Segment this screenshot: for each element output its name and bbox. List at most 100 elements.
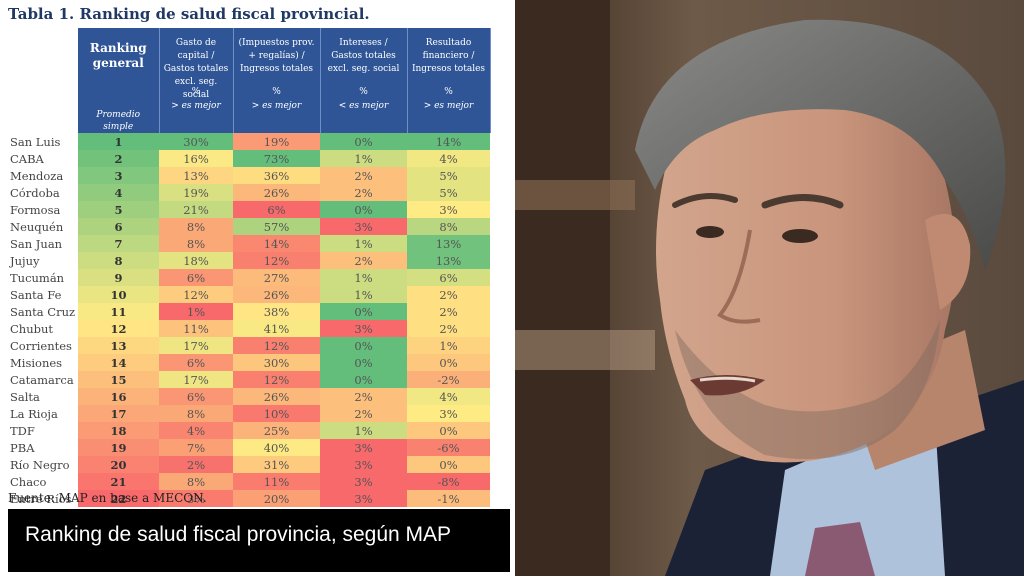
ranking-cell: 8 — [78, 252, 159, 269]
value-cell: 2% — [320, 405, 407, 422]
province-name: Mendoza — [8, 167, 78, 184]
value-cell: 12% — [233, 337, 320, 354]
value-cell: 26% — [233, 184, 320, 201]
value-cell: 3% — [320, 218, 407, 235]
value-cell: 1% — [407, 337, 490, 354]
table-row: San Luis 1 30% 19% 0% 14% — [8, 133, 490, 150]
value-cell: 19% — [233, 133, 320, 150]
caption-banner: Ranking de salud fiscal provincia, según… — [8, 509, 510, 572]
value-cell: 1% — [320, 235, 407, 252]
table-row: Corrientes 13 17% 12% 0% 1% — [8, 337, 490, 354]
value-cell: 20% — [233, 490, 320, 507]
value-cell: 6% — [407, 269, 490, 286]
portrait-photo — [515, 0, 1024, 576]
value-cell: 8% — [159, 405, 233, 422]
table-row: Salta 16 6% 26% 2% 4% — [8, 388, 490, 405]
value-cell: 12% — [233, 371, 320, 388]
value-cell: 11% — [159, 320, 233, 337]
value-cell: 1% — [320, 150, 407, 167]
value-cell: 2% — [320, 252, 407, 269]
table-row: Mendoza 3 13% 36% 2% 5% — [8, 167, 490, 184]
ranking-cell: 6 — [78, 218, 159, 235]
value-cell: 21% — [159, 201, 233, 218]
value-cell: 19% — [159, 184, 233, 201]
table-title: Tabla 1. Ranking de salud fiscal provinc… — [8, 5, 370, 23]
value-cell: 2% — [320, 388, 407, 405]
table-row: Santa Cruz 11 1% 38% 0% 2% — [8, 303, 490, 320]
value-cell: 27% — [233, 269, 320, 286]
value-cell: 26% — [233, 286, 320, 303]
value-cell: 7% — [159, 439, 233, 456]
value-cell: 3% — [407, 201, 490, 218]
value-cell: 12% — [159, 286, 233, 303]
value-cell: 1% — [320, 286, 407, 303]
value-cell: -6% — [407, 439, 490, 456]
province-name: Catamarca — [8, 371, 78, 388]
value-cell: 0% — [407, 422, 490, 439]
value-cell: -1% — [407, 490, 490, 507]
value-cell: 6% — [159, 388, 233, 405]
province-name: PBA — [8, 439, 78, 456]
value-cell: 8% — [407, 218, 490, 235]
header-resultado-financiero: Resultado financiero / Ingresos totales … — [407, 28, 491, 133]
table-row: PBA 19 7% 40% 3% -6% — [8, 439, 490, 456]
value-cell: 10% — [233, 405, 320, 422]
value-cell: 0% — [407, 456, 490, 473]
value-cell: 6% — [159, 269, 233, 286]
header-impuestos-regalias: (Impuestos prov. + regalías) / Ingresos … — [233, 28, 321, 133]
value-cell: 4% — [407, 388, 490, 405]
value-cell: 13% — [159, 167, 233, 184]
table-row: San Juan 7 8% 14% 1% 13% — [8, 235, 490, 252]
ranking-cell: 20 — [78, 456, 159, 473]
value-cell: 2% — [407, 303, 490, 320]
table-body: San Luis 1 30% 19% 0% 14% CABA 2 16% 73% 1% 4% Mendo… — [8, 133, 490, 507]
value-cell: -8% — [407, 473, 490, 490]
value-cell: 40% — [233, 439, 320, 456]
value-cell: 17% — [159, 337, 233, 354]
province-name: Salta — [8, 388, 78, 405]
value-cell: 3% — [320, 439, 407, 456]
province-name: Jujuy — [8, 252, 78, 269]
ranking-cell: 22 — [78, 490, 159, 507]
value-cell: 8% — [159, 218, 233, 235]
value-cell: -2% — [407, 371, 490, 388]
value-cell: 57% — [233, 218, 320, 235]
province-name: Santa Fe — [8, 286, 78, 303]
caption-text: Ranking de salud fiscal provincia, según… — [25, 523, 452, 546]
ranking-cell: 1 — [78, 133, 159, 150]
ranking-cell: 16 — [78, 388, 159, 405]
value-cell: 0% — [320, 133, 407, 150]
value-cell: 2% — [320, 167, 407, 184]
ranking-cell: 21 — [78, 473, 159, 490]
value-cell: 0% — [320, 201, 407, 218]
table-row: Córdoba 4 19% 26% 2% 5% — [8, 184, 490, 201]
value-cell: 26% — [233, 388, 320, 405]
province-name: Corrientes — [8, 337, 78, 354]
value-cell: 36% — [233, 167, 320, 184]
header-intereses: Intereses / Gastos totales excl. seg. so… — [320, 28, 408, 133]
province-name: Chaco — [8, 473, 78, 490]
value-cell: 1% — [320, 269, 407, 286]
ranking-cell: 9 — [78, 269, 159, 286]
value-cell: 3% — [320, 473, 407, 490]
value-cell: 2% — [320, 184, 407, 201]
table-source: Fuente: MAP en base a MECON. — [8, 491, 207, 505]
ranking-cell: 2 — [78, 150, 159, 167]
value-cell: 2% — [407, 286, 490, 303]
value-cell: 38% — [233, 303, 320, 320]
ranking-table: Ranking general Promedio simple Gasto de… — [8, 28, 491, 507]
value-cell: 3% — [159, 490, 233, 507]
value-cell: 31% — [233, 456, 320, 473]
province-name: Entre Ríos — [8, 490, 78, 507]
value-cell: 0% — [320, 354, 407, 371]
ranking-cell: 7 — [78, 235, 159, 252]
value-cell: 3% — [320, 490, 407, 507]
value-cell: 14% — [233, 235, 320, 252]
province-name: La Rioja — [8, 405, 78, 422]
value-cell: 11% — [233, 473, 320, 490]
table-row: Formosa 5 21% 6% 0% 3% — [8, 201, 490, 218]
value-cell: 41% — [233, 320, 320, 337]
province-name: Santa Cruz — [8, 303, 78, 320]
table-row: Chaco 21 8% 11% 3% -8% — [8, 473, 490, 490]
table-row: Neuquén 6 8% 57% 3% 8% — [8, 218, 490, 235]
